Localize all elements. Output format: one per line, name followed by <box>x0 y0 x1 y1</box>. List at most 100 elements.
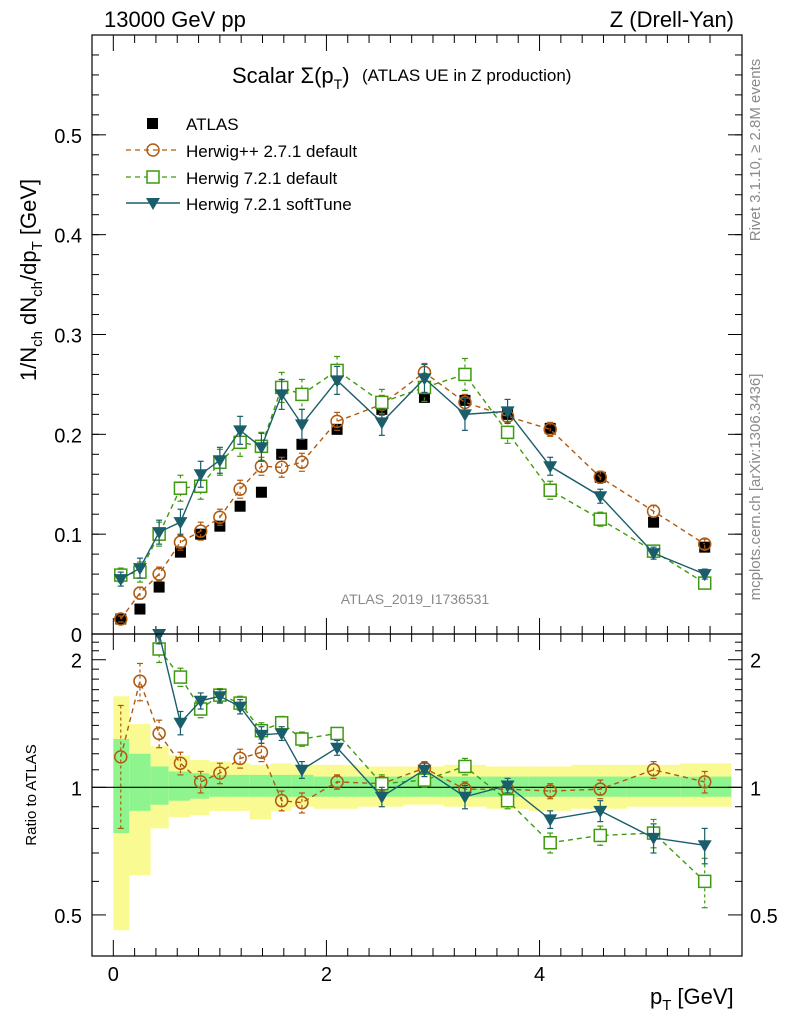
main-point-herwig-7-2-1-default <box>458 367 472 382</box>
legend-label-herwigpp: Herwig++ 2.7.1 default <box>186 142 357 161</box>
ratio-band-inner <box>528 776 572 797</box>
ratio-line-herwig-7-2-1-softtune <box>158 633 705 846</box>
ratio-y-tick-label: 0.5 <box>54 906 82 928</box>
ratio-y-tick-label: 2 <box>71 651 82 673</box>
ratio-band-inner <box>680 776 732 797</box>
main-y-tick-label: 0.1 <box>54 525 82 547</box>
main-point-herwig-7-2-1-softtune <box>500 406 515 419</box>
main-point-atlas <box>214 520 226 532</box>
ratio-band-inner <box>190 773 210 799</box>
x-axis-label-unit: [GeV] <box>677 984 733 1009</box>
main-y-tick-label: 0 <box>71 625 82 647</box>
main-point-atlas <box>255 486 267 498</box>
main-line-herwig-7-2-1-default <box>120 369 706 584</box>
main-point-atlas <box>276 448 288 460</box>
main-point-herwig-2-7-1-default <box>173 535 188 549</box>
main-line-herwig-7-2-1-softtune <box>120 377 705 580</box>
main-point-herwig-7-2-1-softtune <box>646 548 661 561</box>
ratio-point-herwig-7-2-1-softtune <box>193 695 208 708</box>
ratio-point-herwig-7-2-1-softtune <box>152 629 167 641</box>
ratio-point-herwig-2-7-1-default <box>330 775 344 789</box>
ratio-point-herwig-7-2-1-default <box>458 759 472 774</box>
main-point-herwig-2-7-1-default <box>697 537 712 551</box>
main-point-herwig-7-2-1-default <box>543 483 557 497</box>
main-point-herwig-7-2-1-softtune <box>330 375 345 388</box>
ratio-band-inner <box>129 753 151 811</box>
analysis-label: ATLAS_2019_I1736531 <box>341 591 490 607</box>
x-tick-label: 0 <box>108 964 119 986</box>
plot-title-rest: (ATLAS UE in Z production) <box>362 66 571 85</box>
source-label: mcplots.cern.ch [arXiv:1306.3436] <box>747 374 764 601</box>
main-y-tick-label: 0.2 <box>54 425 82 447</box>
ratio-point-herwig-2-7-1-default <box>152 726 166 741</box>
legend-label-herwig7-softtune: Herwig 7.2.1 softTune <box>186 195 352 214</box>
ratio-point-herwig-7-2-1-softtune <box>646 832 661 845</box>
ratio-point-herwig-7-2-1-default <box>500 793 515 808</box>
ratio-point-herwig-2-7-1-default <box>274 793 289 808</box>
main-point-herwig-7-2-1-default <box>593 512 608 526</box>
main-point-herwig-2-7-1-default <box>274 460 289 475</box>
main-point-herwig-7-2-1-softtune <box>212 455 227 468</box>
energy-label: 13000 GeV pp <box>104 7 246 32</box>
ratio-point-herwig-2-7-1-default <box>114 750 128 764</box>
legend-marker-herwigpp <box>146 143 160 157</box>
ratio-point-herwig-2-7-1-default <box>543 784 557 798</box>
legend-label-atlas: ATLAS <box>186 115 239 134</box>
ratio-point-herwig-2-7-1-default <box>133 674 147 688</box>
main-point-herwig-2-7-1-default <box>114 612 128 626</box>
ratio-point-herwig-2-7-1-default <box>213 766 227 780</box>
main-point-atlas <box>296 438 308 450</box>
ratio-point-herwig-7-2-1-default <box>173 670 188 684</box>
ratio-point-herwig-2-7-1-default <box>173 756 188 770</box>
x-tick-label: 2 <box>321 964 332 986</box>
main-point-atlas <box>544 422 556 434</box>
main-point-atlas <box>418 391 430 403</box>
ratio-point-herwig-7-2-1-default <box>295 732 309 746</box>
ratio-point-herwig-7-2-1-softtune <box>233 701 248 714</box>
main-point-herwig-2-7-1-default <box>213 510 227 524</box>
main-point-herwig-7-2-1-softtune <box>152 527 167 540</box>
main-point-herwig-7-2-1-softtune <box>274 389 289 402</box>
main-point-atlas <box>195 528 207 540</box>
main-y-tick-label: 0.5 <box>54 126 82 148</box>
ratio-point-herwig-7-2-1-default <box>543 836 557 850</box>
main-point-herwig-7-2-1-softtune <box>593 491 608 504</box>
ratio-point-herwig-7-2-1-softtune <box>500 780 515 793</box>
plot-title: Scalar Σ(pT) <box>232 63 350 92</box>
main-point-herwig-7-2-1-softtune <box>417 373 432 386</box>
ratio-point-herwig-7-2-1-softtune <box>593 805 608 818</box>
main-point-herwig-2-7-1-default <box>233 482 247 496</box>
ratio-panel-frame <box>91 633 743 957</box>
legend-marker-herwig7-default <box>146 170 160 184</box>
main-point-herwig-7-2-1-default <box>375 395 389 410</box>
x-tick-label: 4 <box>534 964 545 986</box>
ratio-point-herwig-7-2-1-softtune <box>274 728 289 741</box>
main-y-tick-label: 0.4 <box>54 226 82 248</box>
ratio-panel-ticks: 0.5 0.5 1 1 2 2 0 2 4 <box>54 634 778 986</box>
x-axis-label: pT [GeV] <box>650 984 734 1014</box>
main-point-herwig-2-7-1-default <box>133 586 147 600</box>
main-point-herwig-2-7-1-default <box>646 504 661 518</box>
y-axis-label: 1/Nch dNch/dpT [GeV] <box>16 179 46 381</box>
x-axis-label-main: p <box>650 984 662 1009</box>
main-point-herwig-7-2-1-softtune <box>457 409 472 422</box>
ratio-y-axis-label: Ratio to ATLAS <box>23 744 40 845</box>
ratio-y-tick-label-right: 0.5 <box>750 906 778 928</box>
legend-marker-atlas <box>147 118 158 129</box>
ratio-band-inner <box>291 774 314 797</box>
ratio-point-herwig-7-2-1-softtune <box>697 840 712 853</box>
ratio-point-herwig-7-2-1-softtune <box>330 742 345 755</box>
ratio-y-tick-label-right: 2 <box>750 651 761 673</box>
ratio-point-herwig-7-2-1-default <box>330 726 344 741</box>
main-point-herwig-7-2-1-softtune <box>254 442 269 455</box>
main-panel-series <box>113 355 712 626</box>
main-point-atlas <box>648 516 660 528</box>
ratio-point-herwig-7-2-1-softtune <box>173 717 188 730</box>
legend-label-herwig7-default: Herwig 7.2.1 default <box>186 169 337 188</box>
ratio-band-inner <box>249 774 272 797</box>
main-point-herwig-7-2-1-softtune <box>543 461 558 474</box>
ratio-band-inner <box>571 776 627 797</box>
main-point-herwig-7-2-1-default <box>500 425 515 440</box>
main-point-herwig-7-2-1-softtune <box>113 574 128 587</box>
ratio-point-herwig-7-2-1-softtune <box>543 814 558 827</box>
